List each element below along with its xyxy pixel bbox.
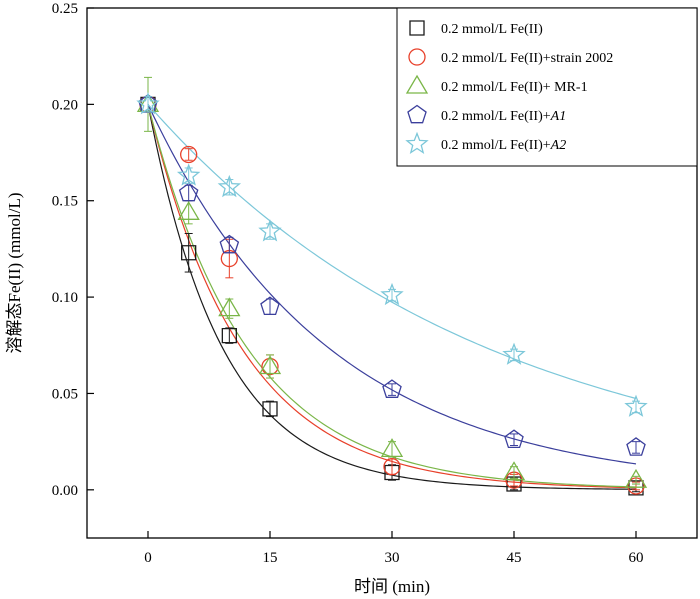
data-point	[218, 297, 241, 317]
data-point	[178, 182, 199, 202]
x-tick-label: 30	[385, 550, 400, 566]
data-point	[382, 379, 402, 398]
data-point	[176, 163, 201, 186]
x-tick-label: 45	[507, 550, 522, 566]
legend-marker	[407, 104, 427, 124]
legend: 0.2 mmol/L Fe(II) 0.2 mmol/L Fe(II)+strai…	[396, 7, 698, 167]
legend-label: 0.2 mmol/L Fe(II)+A2	[441, 138, 566, 153]
data-point	[506, 476, 522, 492]
data-point	[380, 438, 404, 457]
data-point	[258, 355, 282, 375]
data-point	[502, 342, 526, 365]
data-point	[258, 219, 282, 242]
legend-label: 0.2 mmol/L Fe(II)+A1	[441, 109, 566, 124]
data-point	[217, 174, 242, 198]
legend-label: 0.2 mmol/L Fe(II)+strain 2002	[441, 51, 613, 66]
data-point	[181, 245, 197, 261]
y-tick-label: 0.15	[52, 194, 78, 210]
y-tick-label: 0.05	[52, 386, 78, 402]
y-tick-label: 0.25	[52, 1, 78, 17]
data-point	[504, 429, 524, 449]
data-point	[626, 437, 646, 456]
legend-marker	[405, 131, 429, 154]
data-point	[380, 282, 404, 306]
data-point	[502, 461, 526, 481]
data-point	[219, 234, 240, 254]
legend-marker	[405, 74, 429, 94]
data-point	[624, 468, 648, 488]
legend-box	[396, 7, 698, 167]
data-point	[262, 401, 278, 417]
data-point	[260, 296, 280, 316]
data-point	[624, 394, 648, 417]
x-tick-label: 15	[263, 550, 278, 566]
data-point	[383, 458, 401, 476]
y-tick-label: 0.10	[52, 290, 78, 306]
y-tick-label: 0.00	[52, 483, 78, 499]
data-point	[384, 464, 400, 481]
data-point	[177, 201, 200, 220]
data-point	[136, 92, 160, 115]
legend-label: 0.2 mmol/L Fe(II)	[441, 22, 543, 37]
x-axis-title: 时间 (min)	[354, 577, 430, 596]
x-tick-label: 0	[144, 550, 152, 566]
legend-marker	[409, 20, 425, 36]
legend-marker	[408, 48, 426, 66]
y-axis-title: 溶解态Fe(II) (mmol/L)	[5, 193, 24, 354]
data-point	[221, 327, 237, 344]
data-points	[136, 76, 648, 496]
axis-ticks: 0 15 30 45 60 0.00 0.05 0.10 0.15 0.20 0.25	[52, 1, 644, 566]
legend-label: 0.2 mmol/L Fe(II)+ MR-1	[441, 80, 588, 95]
x-tick-label: 60	[629, 550, 644, 566]
data-point	[180, 145, 198, 164]
y-tick-label: 0.20	[52, 97, 78, 113]
